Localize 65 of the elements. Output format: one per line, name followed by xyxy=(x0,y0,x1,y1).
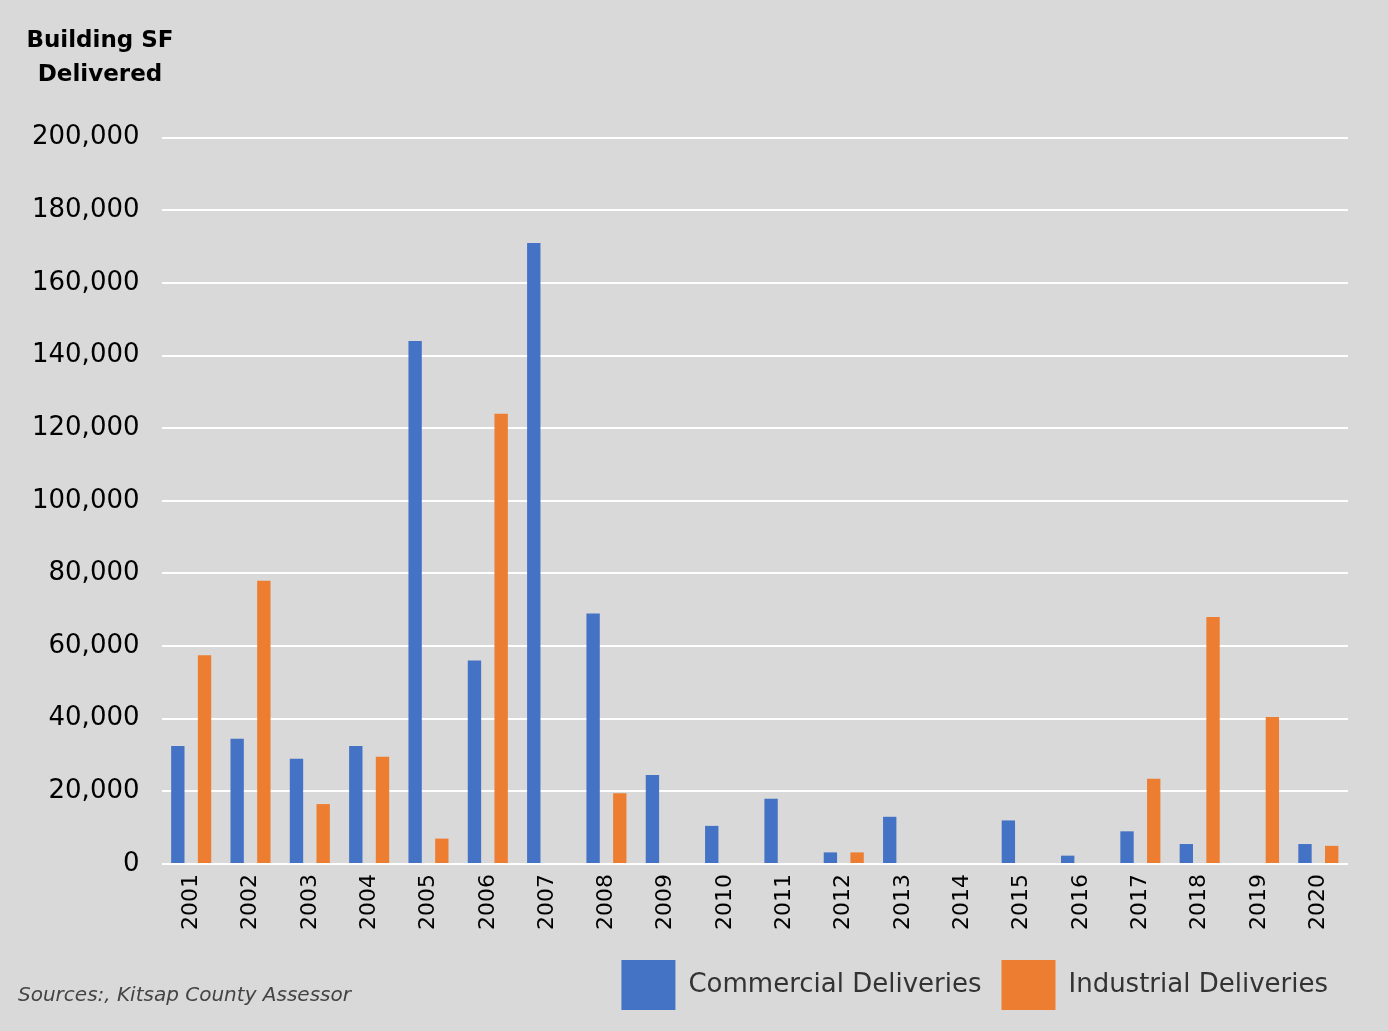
y-tick-label: 120,000 xyxy=(31,410,140,441)
bar xyxy=(645,775,660,864)
y-tick-label: 180,000 xyxy=(31,192,140,223)
bar xyxy=(494,413,508,864)
x-tick-label: 2018 xyxy=(1185,874,1211,931)
x-tick-label: 2013 xyxy=(888,874,914,931)
y-tick-label: 160,000 xyxy=(31,265,140,296)
bar xyxy=(197,655,212,864)
x-tick-label: 2009 xyxy=(651,874,677,931)
x-tick-label: 2020 xyxy=(1304,874,1330,931)
bar xyxy=(764,798,778,864)
x-tick-label: 2006 xyxy=(473,874,499,931)
bar xyxy=(1325,845,1339,864)
x-tick-label: 2016 xyxy=(1066,874,1092,931)
bar xyxy=(289,758,304,864)
source-note: Sources:, Kitsap County Assessor xyxy=(18,982,351,1006)
bar xyxy=(257,580,271,864)
bar xyxy=(1298,844,1312,864)
bar xyxy=(586,613,600,864)
bar xyxy=(823,852,838,864)
y-tick-label: 40,000 xyxy=(48,701,140,732)
bar xyxy=(467,660,482,864)
bar xyxy=(1179,844,1194,864)
x-tick-label: 2019 xyxy=(1244,874,1270,931)
legend-label: Commercial Deliveries xyxy=(688,967,982,998)
x-tick-label: 2014 xyxy=(948,874,974,931)
bar xyxy=(1120,831,1134,864)
x-tick-label: 2007 xyxy=(532,874,558,931)
bar xyxy=(850,852,864,864)
bar xyxy=(1001,820,1016,864)
bar xyxy=(1061,855,1075,864)
y-tick-label: 200,000 xyxy=(31,120,140,151)
x-tick-label: 2004 xyxy=(354,874,380,931)
bar xyxy=(705,825,719,864)
bar xyxy=(316,804,330,864)
y-tick-label: 80,000 xyxy=(48,556,140,587)
bar xyxy=(1147,778,1161,864)
y-tick-label: 0 xyxy=(122,846,140,877)
legend-label: Industrial Deliveries xyxy=(1068,967,1329,998)
bar xyxy=(1206,617,1220,864)
bar xyxy=(375,756,390,864)
bar xyxy=(1265,716,1280,864)
bar xyxy=(408,341,422,864)
y-tick-label: 20,000 xyxy=(48,774,140,805)
x-tick-label: 2011 xyxy=(770,874,796,931)
x-tick-label: 2015 xyxy=(1007,874,1033,931)
x-tick-label: 2005 xyxy=(414,874,440,931)
bar xyxy=(171,745,185,864)
x-tick-label: 2002 xyxy=(236,874,262,931)
x-tick-label: 2003 xyxy=(295,874,321,931)
y-axis-title: Building SF Delivered xyxy=(25,25,175,88)
x-tick-label: 2010 xyxy=(710,874,736,931)
y-tick-label: 60,000 xyxy=(48,628,140,659)
bar xyxy=(527,242,541,864)
bar xyxy=(613,793,627,864)
x-tick-label: 2001 xyxy=(176,874,202,931)
x-tick-label: 2012 xyxy=(829,874,855,931)
bar xyxy=(435,838,449,864)
x-tick-label: 2008 xyxy=(592,874,618,931)
y-tick-label: 140,000 xyxy=(31,338,140,369)
x-tick-label: 2017 xyxy=(1126,874,1152,931)
bar xyxy=(883,816,897,864)
y-tick-label: 100,000 xyxy=(31,483,140,514)
bar xyxy=(349,745,363,864)
bar xyxy=(230,738,244,864)
